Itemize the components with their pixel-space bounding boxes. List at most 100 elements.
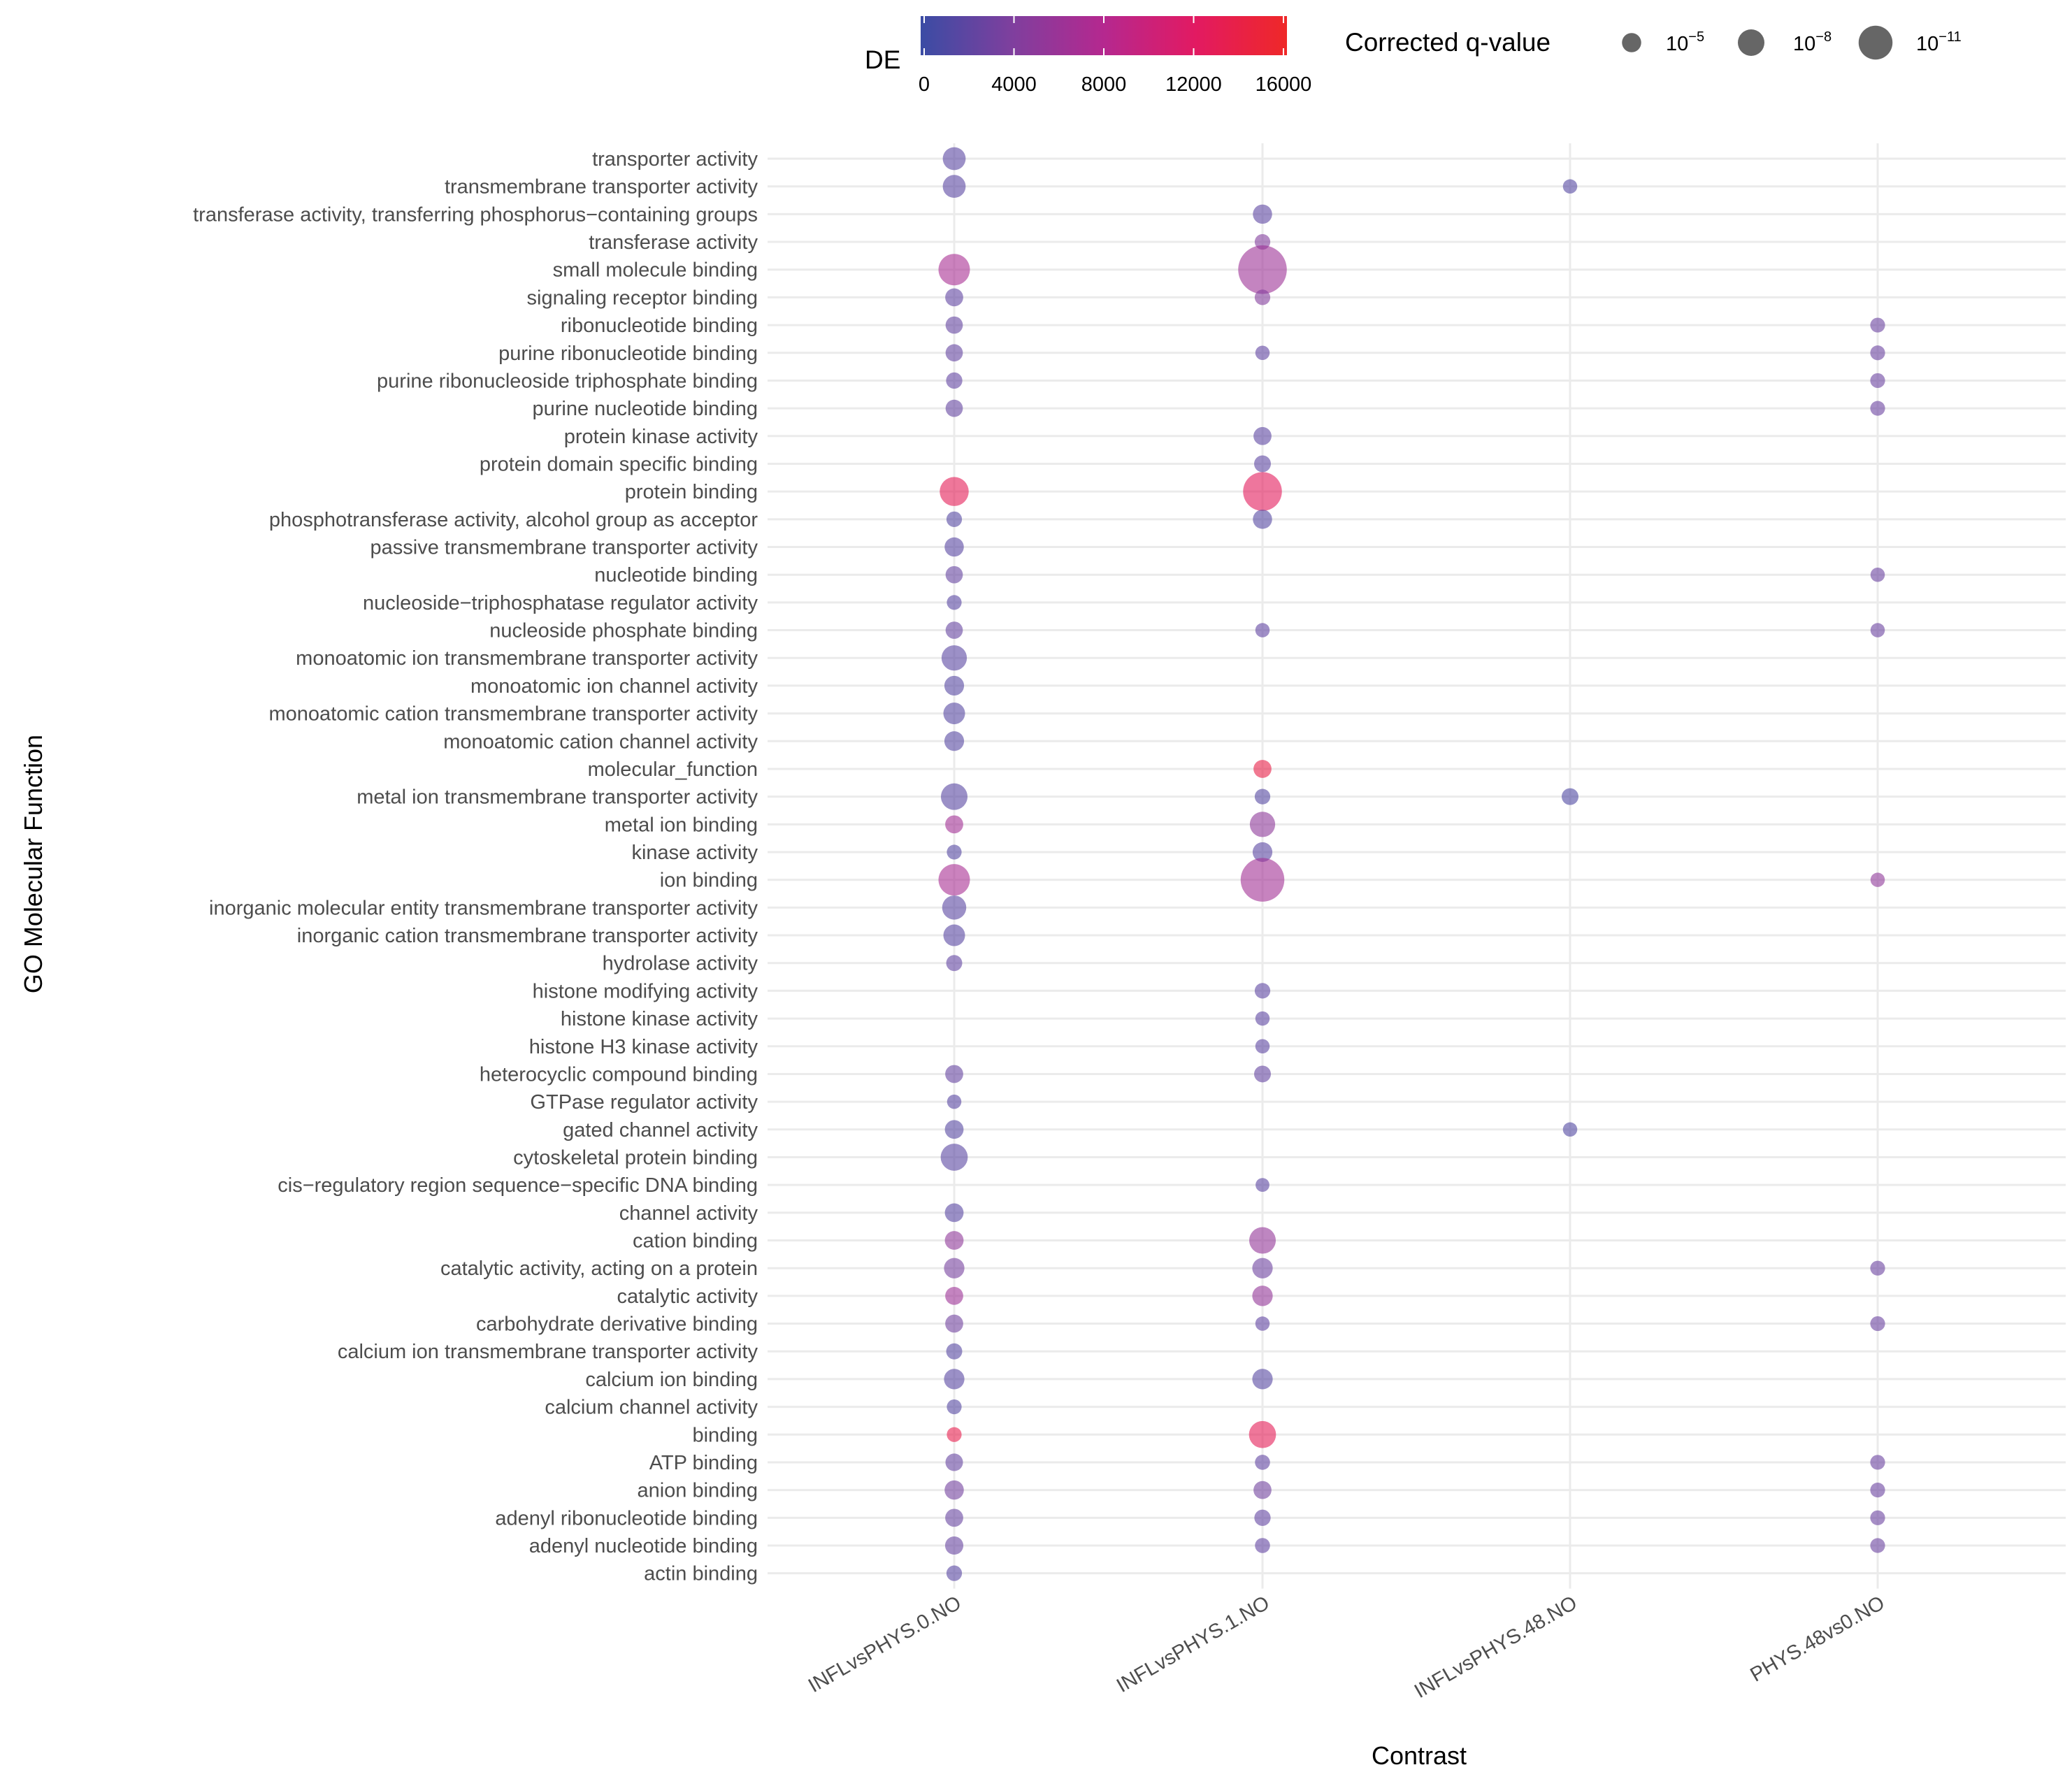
data-point [1870, 1538, 1885, 1553]
data-point [945, 288, 963, 307]
y-tick-label: catalytic activity, acting on a protein [440, 1258, 758, 1280]
y-axis-tick-labels: transporter activity transmembrane transp… [193, 148, 758, 1585]
data-point [1249, 1420, 1276, 1448]
data-point [945, 344, 963, 362]
data-point [1255, 1538, 1270, 1553]
data-point [941, 783, 967, 810]
y-tick-label: signaling receptor binding [527, 287, 758, 309]
data-point [945, 316, 963, 334]
y-tick-label: carbohydrate derivative binding [476, 1313, 758, 1336]
y-tick-label: inorganic molecular entity transmembrane… [209, 897, 758, 919]
data-point [1870, 345, 1885, 361]
data-point [945, 566, 963, 584]
data-point [1870, 1483, 1885, 1498]
data-point [944, 731, 965, 751]
data-point [944, 1369, 965, 1390]
data-point [1256, 1178, 1269, 1193]
data-point [944, 1231, 964, 1250]
colorbar-tick-label: 16000 [1256, 73, 1312, 96]
data-point [944, 1203, 964, 1223]
data-point [946, 1343, 963, 1360]
de-colorbar-ticks: 0 4000 8000 12000 16000 [919, 16, 1311, 96]
data-point [942, 895, 967, 920]
y-tick-label: nucleoside−triphosphatase regulator acti… [363, 592, 758, 614]
y-axis-title: GO Molecular Function [19, 735, 48, 993]
data-point [1253, 204, 1272, 224]
data-point [1253, 510, 1272, 529]
data-point [946, 955, 963, 972]
y-tick-label: GTPase regulator activity [530, 1091, 758, 1114]
data-point [1870, 1260, 1885, 1276]
data-point [946, 511, 963, 527]
data-point [944, 537, 964, 557]
y-tick-label: nucleotide binding [594, 564, 758, 586]
y-tick-label: monoatomic cation transmembrane transpor… [268, 703, 758, 726]
qvalue-legend-title: Corrected q-value [1345, 28, 1551, 57]
y-tick-label: cis−regulatory region sequence−specific … [278, 1174, 758, 1197]
de-legend-title: DE [865, 45, 900, 74]
data-point [942, 175, 966, 199]
data-point [947, 595, 962, 610]
data-point [945, 815, 963, 834]
data-point [946, 1565, 963, 1581]
data-point [1254, 455, 1271, 473]
y-tick-label: metal ion binding [605, 814, 758, 836]
data-point [947, 1399, 962, 1415]
colorbar-tick-label: 0 [919, 73, 930, 96]
data-point [945, 1065, 963, 1083]
data-point [1870, 373, 1885, 389]
y-tick-label: purine nucleotide binding [533, 398, 758, 420]
qvalue-legend-circle [1858, 25, 1893, 60]
y-tick-label: nucleoside phosphate binding [489, 620, 758, 642]
y-tick-label: purine ribonucleotide binding [498, 343, 758, 365]
y-tick-label: anion binding [637, 1480, 758, 1502]
data-point [947, 1094, 962, 1109]
y-tick-label: purine ribonucleoside triphosphate bindi… [377, 370, 758, 392]
y-tick-label: channel activity [619, 1202, 758, 1225]
y-tick-label: passive transmembrane transporter activi… [370, 537, 758, 559]
data-point [1870, 567, 1885, 582]
y-tick-label: catalytic activity [617, 1285, 758, 1308]
data-point [940, 1144, 968, 1171]
data-point [944, 1258, 965, 1278]
data-point [1870, 872, 1885, 887]
y-tick-label: heterocyclic compound binding [480, 1063, 758, 1086]
y-tick-label: transporter activity [592, 148, 758, 171]
y-tick-label: histone modifying activity [533, 980, 758, 1002]
y-tick-label: kinase activity [631, 842, 758, 864]
data-point [1254, 1065, 1271, 1083]
data-point [945, 1287, 963, 1305]
y-tick-label: calcium ion binding [585, 1369, 758, 1391]
y-tick-label: binding [692, 1424, 758, 1446]
y-tick-label: cytoskeletal protein binding [513, 1146, 758, 1169]
data-point [1870, 1455, 1885, 1470]
data-point [947, 1427, 962, 1442]
y-tick-label: metal ion transmembrane transporter acti… [357, 786, 758, 809]
data-point [1255, 345, 1270, 361]
data-point [1255, 623, 1270, 638]
plot-gridlines [768, 143, 2066, 1589]
qvalue-legend-label: 10−11 [1916, 29, 1962, 55]
data-point [943, 924, 965, 946]
y-tick-label: monoatomic ion transmembrane transporter… [296, 647, 758, 670]
colorbar-tick-label: 8000 [1081, 73, 1127, 96]
y-tick-label: gated channel activity [563, 1119, 758, 1141]
data-point [940, 477, 969, 506]
data-point [1870, 1510, 1885, 1525]
data-point [1253, 426, 1272, 445]
y-tick-label: protein kinase activity [564, 426, 758, 448]
y-tick-label: calcium channel activity [545, 1397, 758, 1419]
data-point [1253, 1481, 1272, 1499]
data-point [944, 675, 965, 696]
y-tick-label: monoatomic cation channel activity [443, 730, 758, 753]
y-tick-label: actin binding [644, 1563, 758, 1585]
y-tick-label: ribonucleotide binding [561, 315, 758, 337]
data-point [941, 645, 967, 671]
y-tick-label: transferase activity, transferring phosp… [193, 203, 758, 226]
data-point [938, 254, 970, 286]
data-point [944, 1536, 964, 1555]
data-point [945, 621, 963, 639]
data-point [946, 372, 963, 389]
data-point [1255, 1455, 1270, 1470]
